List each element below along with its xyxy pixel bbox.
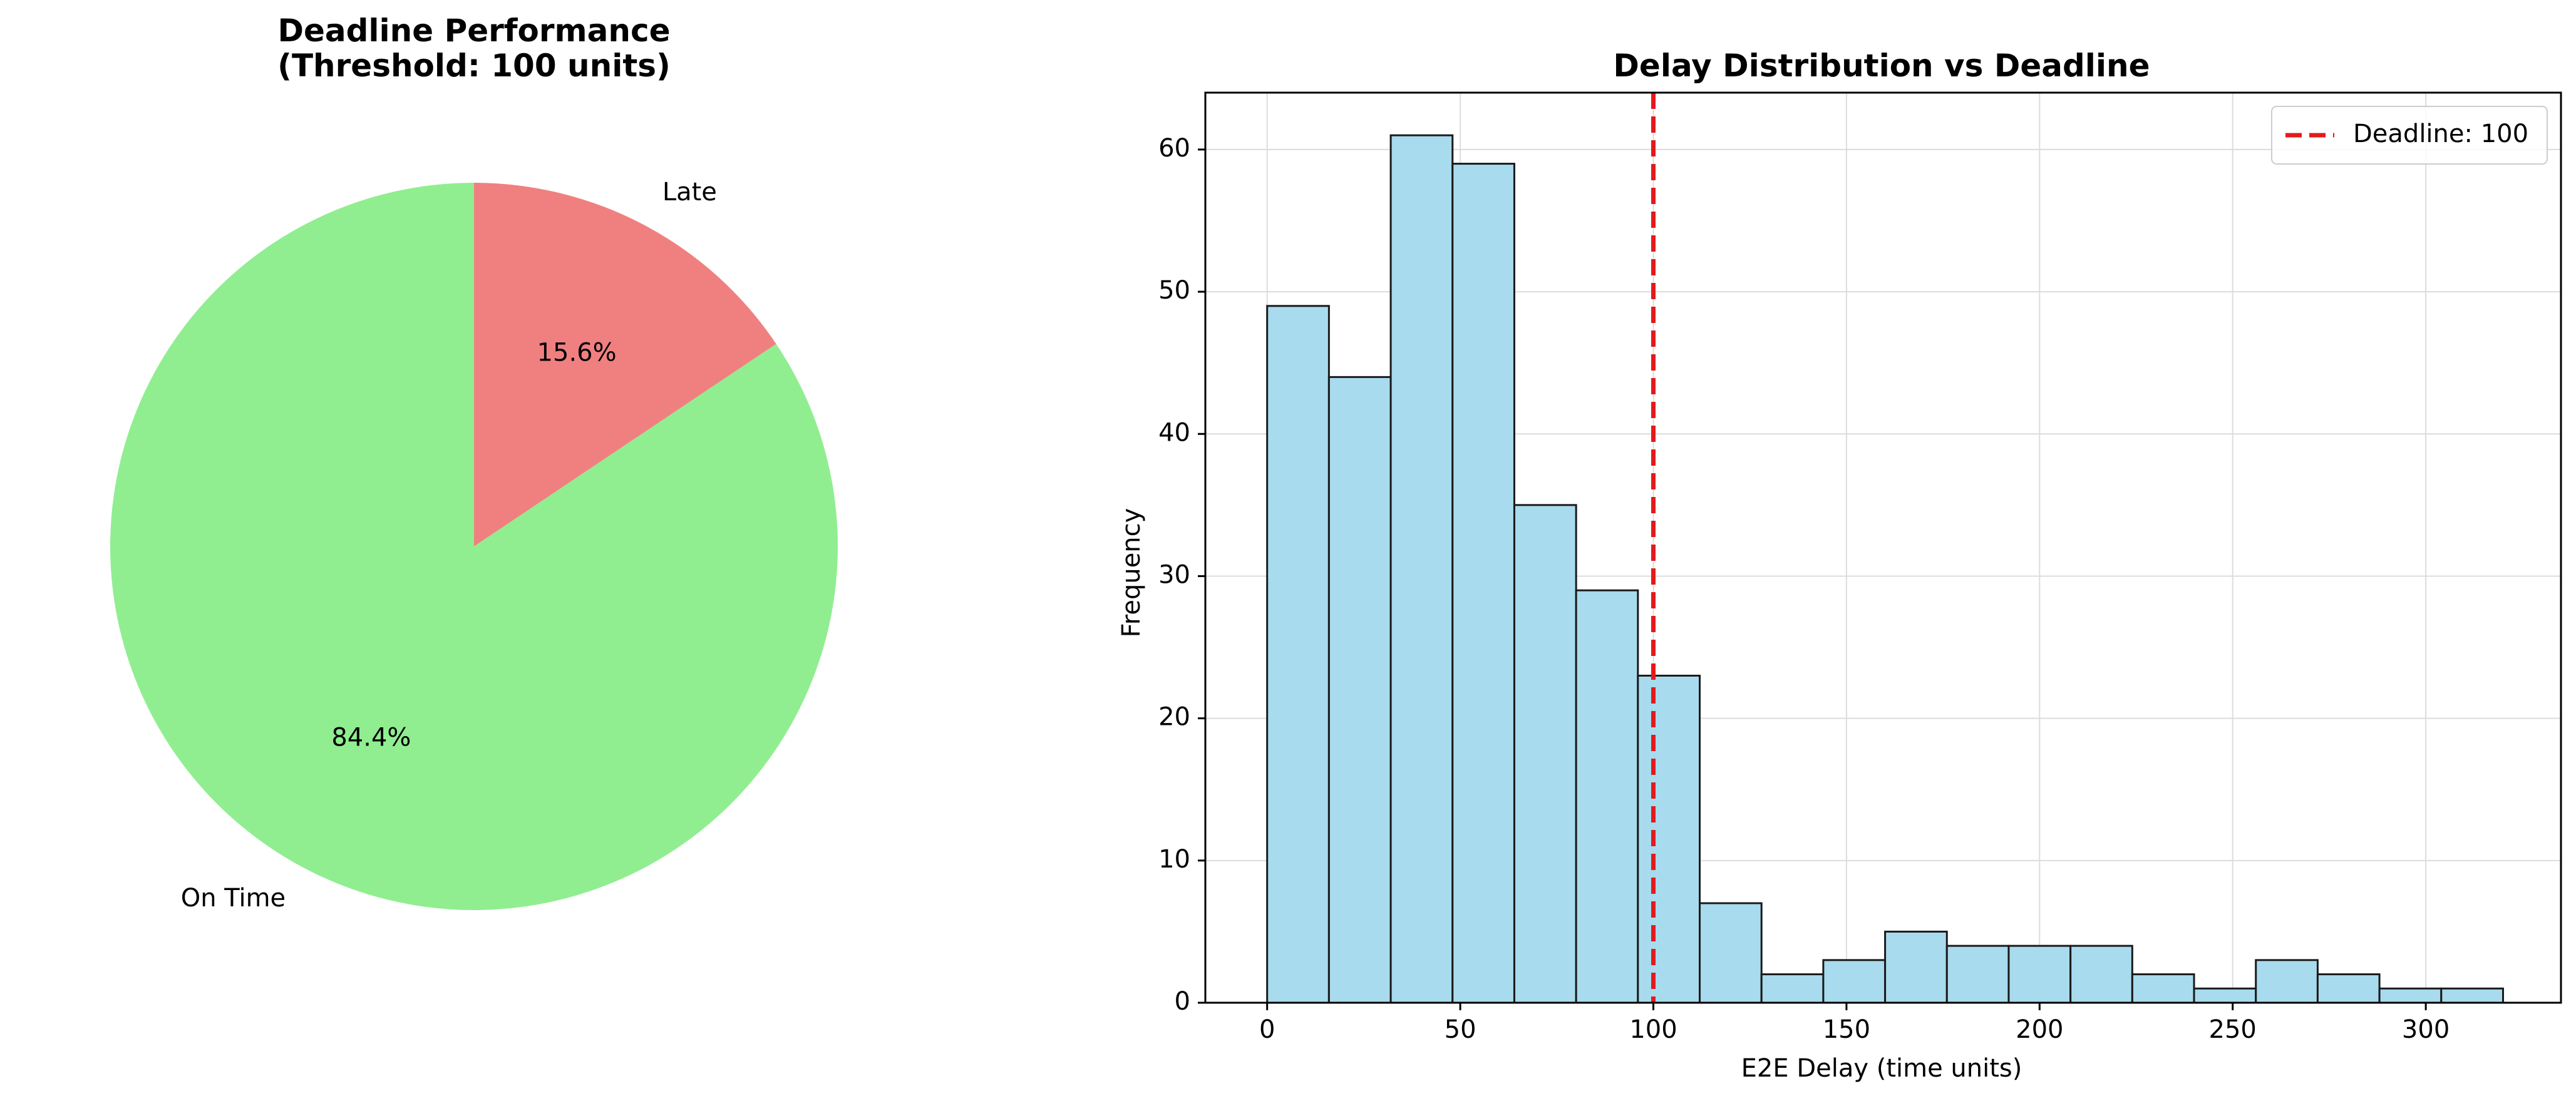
x-tick-label: 300 (2402, 1015, 2450, 1044)
histogram-bar (2316, 973, 2381, 1004)
histogram-bar (2007, 945, 2072, 1004)
pie-slices (110, 183, 838, 910)
histogram-bar (2131, 973, 2195, 1004)
histogram-bar (1945, 945, 2010, 1004)
x-tick-label: 150 (1823, 1015, 1870, 1044)
histogram-bar (1822, 959, 1887, 1004)
histogram-bar (1266, 305, 1330, 1004)
plot-frame (1204, 91, 2562, 1004)
histogram-bar (2193, 987, 2257, 1004)
y-tick-label: 50 (1158, 276, 1190, 305)
legend-deadline-label: Deadline: 100 (2353, 120, 2528, 148)
histogram-bar (1699, 902, 1763, 1004)
pie-chart-title: Deadline Performance (Threshold: 100 unit… (277, 13, 671, 84)
y-tick-label: 30 (1158, 560, 1190, 589)
x-axis-label: E2E Delay (time units) (1741, 1054, 2022, 1083)
histogram-bars (1266, 134, 2504, 1004)
x-tick-label: 200 (2016, 1015, 2063, 1044)
pie-label-late: Late (662, 178, 717, 207)
pie-slice-late (474, 183, 776, 546)
histogram-bar (1575, 589, 1639, 1004)
y-tick-label: 20 (1158, 703, 1190, 732)
x-tick-label: 250 (2209, 1015, 2257, 1044)
histogram-panel: Delay Distribution vs Deadline 0 50 100 150… (1117, 48, 2562, 1083)
histogram-bar (2255, 959, 2319, 1004)
x-tick-label: 0 (1259, 1015, 1275, 1044)
y-tick-label: 60 (1158, 134, 1190, 163)
y-tick-label: 10 (1158, 845, 1190, 874)
pie-chart-panel: Deadline Performance (Threshold: 100 unit… (110, 13, 838, 913)
histogram-bar (1513, 504, 1577, 1004)
pie-labels: Late 15.6% On Time 84.4% (181, 178, 717, 913)
legend: Deadline: 100 (2271, 106, 2548, 165)
histogram-bar (1389, 134, 1454, 1004)
y-tick-label: 0 (1175, 987, 1190, 1016)
pie-title-line: Deadline Performance (277, 13, 670, 49)
y-tick-label: 40 (1158, 418, 1190, 447)
histogram-bar (2440, 987, 2504, 1004)
x-tick-label: 50 (1445, 1015, 1476, 1044)
histogram-bar (2378, 987, 2443, 1004)
pie-title-line: (Threshold: 100 units) (277, 48, 671, 84)
histogram-title: Delay Distribution vs Deadline (1613, 48, 2150, 84)
pie-percent-late: 15.6% (537, 338, 617, 367)
x-tick-label: 100 (1629, 1015, 1677, 1044)
histogram-bar (1637, 674, 1701, 1004)
y-axis-ticks: 0 10 20 30 40 50 60 (1158, 134, 1205, 1016)
pie-label-on-time: On Time (181, 884, 286, 913)
pie-percent-on-time: 84.4% (331, 724, 411, 752)
histogram-bar (1884, 930, 1948, 1004)
histogram-bar (1760, 973, 1825, 1004)
histogram-bar (1451, 163, 1515, 1004)
legend-box (2271, 106, 2548, 165)
histogram-bar (1327, 376, 1392, 1004)
histogram-bar (2069, 945, 2133, 1004)
y-axis-label: Frequency (1117, 508, 1146, 638)
pie-slice-on-time (110, 183, 838, 910)
x-axis-ticks: 0 50 100 150 200 250 300 (1259, 1003, 2450, 1044)
